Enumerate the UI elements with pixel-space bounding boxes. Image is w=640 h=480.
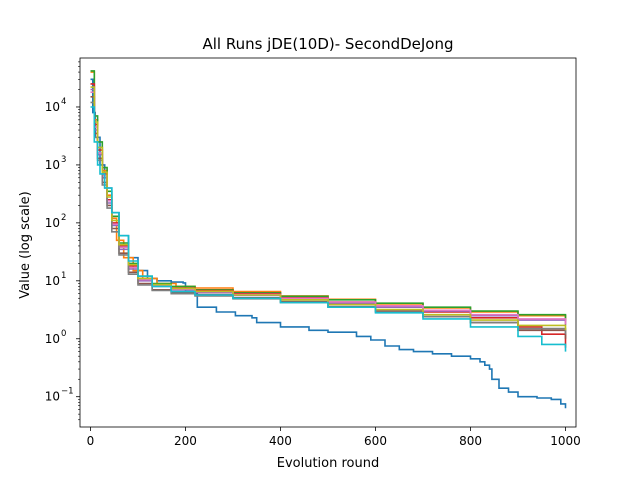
x-tick-label: 1000 <box>550 434 581 448</box>
y-tick-exponent: 4 <box>61 97 66 107</box>
y-tick-label: 10 <box>45 274 60 288</box>
y-tick-label: 10 <box>45 332 60 346</box>
x-tick-label: 800 <box>459 434 482 448</box>
x-tick-label: 600 <box>364 434 387 448</box>
y-tick-label: 10 <box>45 100 60 114</box>
x-tick-label: 400 <box>269 434 292 448</box>
x-axis-label: Evolution round <box>277 456 380 471</box>
y-axis-label: Value (log scale) <box>18 191 33 298</box>
series-line-4 <box>90 83 567 348</box>
series-line-9 <box>90 86 567 331</box>
y-tick-exponent: 2 <box>61 213 66 223</box>
chart-title: All Runs jDE(10D)- SecondDeJong <box>202 35 453 53</box>
y-tick-label: 10 <box>45 158 60 172</box>
plot-frame <box>79 57 577 428</box>
x-tick-label: 0 <box>87 434 95 448</box>
y-tick-exponent: −1 <box>61 387 74 397</box>
y-tick-exponent: 0 <box>61 329 66 339</box>
y-tick-exponent: 3 <box>61 155 66 165</box>
series-layer <box>90 70 567 409</box>
x-tick-label: 200 <box>174 434 197 448</box>
series-line-1 <box>90 78 567 409</box>
y-tick-exponent: 1 <box>61 271 66 281</box>
series-line-10 <box>90 106 567 352</box>
y-tick-label: 10 <box>45 216 60 230</box>
series-line-3 <box>90 70 567 322</box>
y-tick-label: 10 <box>45 390 60 404</box>
